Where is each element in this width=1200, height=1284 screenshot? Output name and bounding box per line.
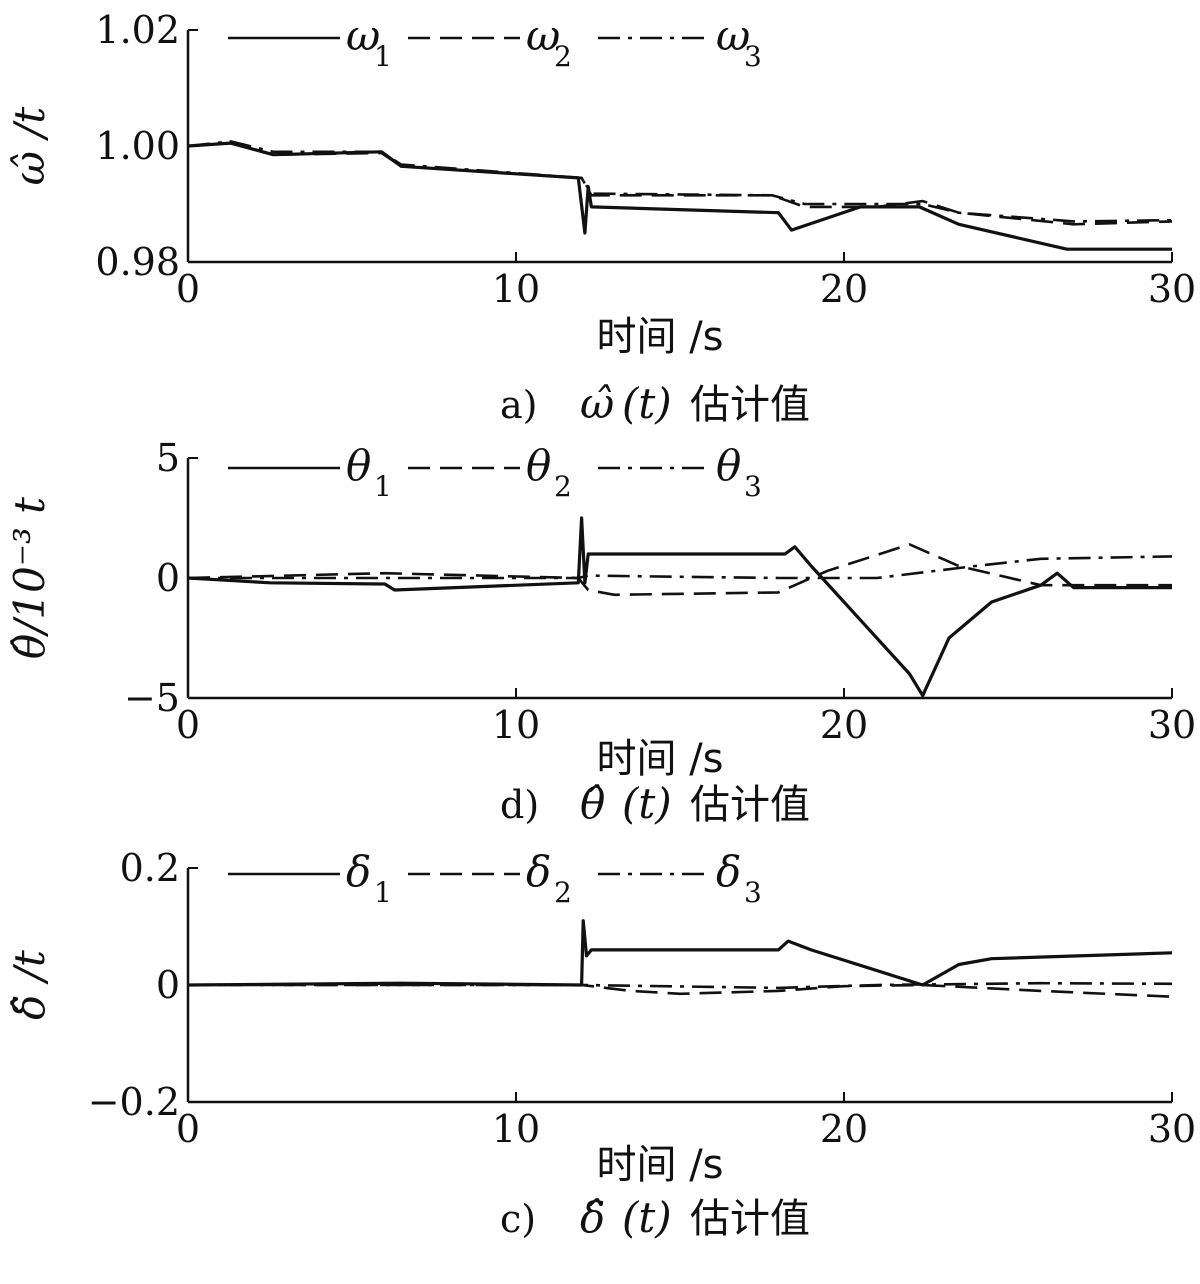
x-axis-label: 时间 /s: [596, 314, 723, 360]
caption-text: 估计值: [690, 782, 810, 828]
legend-subscript: 1: [374, 470, 392, 503]
y-axis-label: δ̂ /t: [5, 950, 54, 1020]
x-tick-label: 30: [1148, 703, 1196, 747]
legend-subscript: 3: [744, 470, 762, 503]
series-line-δ2: [188, 983, 1173, 998]
legend-symbol: θ: [526, 441, 551, 490]
caption-symbol: θ̂: [580, 779, 605, 828]
legend-entry-1: ω1: [228, 11, 392, 73]
legend-subscript: 1: [374, 876, 392, 909]
series-line-δ3: [188, 981, 1173, 990]
panel-label: a): [500, 383, 537, 427]
x-tick-label: 10: [492, 703, 540, 747]
caption-symbol: ω̂: [580, 379, 614, 428]
y-tick-label: 0.98: [95, 240, 180, 284]
x-tick-label: 10: [492, 267, 540, 311]
y-tick-label: 0.2: [120, 846, 180, 890]
legend-symbol: ω: [526, 11, 560, 60]
x-tick-label: 0: [176, 1107, 200, 1151]
x-tick-label: 30: [1148, 1107, 1196, 1151]
series-line-ω3: [188, 140, 1173, 223]
series-line-θ1: [188, 516, 1172, 698]
legend-symbol: ω: [716, 11, 750, 60]
legend-subscript: 1: [374, 40, 392, 73]
y-tick-label: 0: [156, 963, 180, 1007]
y-axis-label: θ̂/10⁻³ t: [5, 497, 54, 659]
legend-subscript: 2: [554, 40, 572, 73]
x-axis-label: 时间 /s: [596, 736, 723, 782]
legend-subscript: 2: [554, 876, 572, 909]
panel-caption: d) θ̂ (t) 估计值: [500, 779, 810, 828]
x-tick-label: 0: [176, 267, 200, 311]
chart-panel-d: 0 10 20 30−505 θ 1 θ 2 θ 3θ̂/10⁻³ t时间 /sd) θ̂ (t) 估计…: [5, 436, 1196, 828]
y-tick-label: −0.2: [88, 1080, 180, 1124]
y-tick-label: 0: [156, 556, 180, 600]
x-tick-label: 0: [176, 703, 200, 747]
y-tick-label: 1.00: [95, 124, 180, 168]
y-tick-label: 5: [156, 436, 180, 480]
legend-symbol: δ: [346, 847, 371, 896]
panel-label: c): [500, 1197, 536, 1241]
legend-symbol: δ: [526, 847, 551, 896]
caption-argument: (t): [622, 1193, 672, 1242]
chart-panel-a: 0 10 20 300.981.001.02 ω1 ω2 ω3ω̂ /t时间 /sa) ω̂(…: [5, 8, 1196, 428]
series-line-ω2: [188, 141, 1173, 226]
x-tick-label: 30: [1148, 267, 1196, 311]
series-line-θ2: [188, 543, 1172, 597]
caption-argument: (t): [622, 379, 672, 428]
legend-subscript: 3: [744, 40, 762, 73]
caption-text: 估计值: [690, 382, 810, 428]
caption-symbol: δ̂: [580, 1193, 605, 1242]
panel-caption: c) δ̂ (t) 估计值: [500, 1193, 810, 1242]
x-tick-label: 20: [820, 1107, 868, 1151]
y-axis-label: ω̂ /t: [5, 107, 54, 186]
legend-symbol: δ: [716, 847, 741, 896]
y-tick-label: −5: [124, 676, 180, 720]
legend-symbol: ω: [346, 11, 380, 60]
series-line-δ1: [188, 919, 1173, 987]
legend-entry-3: ω3: [598, 11, 762, 73]
legend-symbol: θ: [716, 441, 741, 490]
x-axis-label: 时间 /s: [596, 1142, 723, 1188]
panel-caption: a) ω̂ (t) 估计值: [500, 379, 810, 428]
legend-subscript: 2: [554, 470, 572, 503]
x-tick-label: 20: [820, 703, 868, 747]
y-tick-label: 1.02: [95, 8, 180, 52]
series-line-θ3: [188, 555, 1173, 580]
legend-subscript: 3: [744, 876, 762, 909]
legend-entry-2: ω2: [408, 11, 572, 73]
x-tick-label: 10: [492, 1107, 540, 1151]
x-tick-label: 20: [820, 267, 868, 311]
legend-symbol: θ: [346, 441, 371, 490]
chart-panel-c: 0 10 20 30−0.200.2 δ 1 δ 2 δ 3δ̂ /t时间 /sc) δ̂ (t) 估计…: [5, 846, 1196, 1242]
caption-argument: (t): [622, 779, 672, 828]
panel-label: d): [500, 783, 539, 827]
series-line-ω1: [188, 141, 1172, 251]
caption-text: 估计值: [690, 1196, 810, 1242]
